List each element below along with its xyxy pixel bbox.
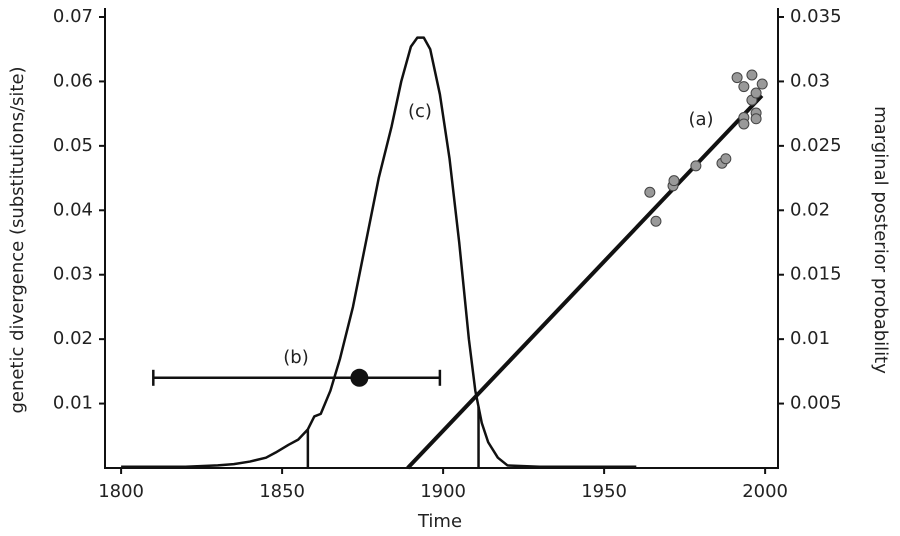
y2-tick-label: 0.01: [790, 328, 830, 349]
y-tick-label: 0.06: [53, 70, 93, 91]
point: [750, 113, 762, 125]
annotation: (c): [408, 101, 432, 122]
point: [738, 81, 750, 93]
regression-line: [406, 94, 764, 470]
y-axis-title: genetic divergence (substitutions/site): [7, 66, 28, 413]
y2-tick-label: 0.025: [790, 135, 842, 156]
x-axis-title: Time: [417, 511, 462, 532]
point: [644, 186, 656, 198]
y-tick-label: 0.02: [53, 328, 93, 349]
point: [650, 215, 662, 227]
estimate-point: [350, 368, 369, 387]
point: [720, 153, 732, 165]
point: [750, 87, 762, 99]
y2-axis-title: marginal posterior probability: [870, 106, 891, 374]
x-tick-label: 1850: [259, 481, 305, 502]
x-tick-label: 1950: [581, 481, 627, 502]
y-tick-label: 0.07: [53, 6, 93, 27]
y-tick-label: 0.04: [53, 199, 93, 220]
x-tick-label: 2000: [742, 481, 788, 502]
point: [668, 175, 680, 187]
annotation: (a): [688, 109, 713, 130]
posterior-line: [121, 36, 637, 468]
x-tick-label: 1800: [98, 481, 144, 502]
annotation: (b): [283, 347, 308, 368]
point: [756, 78, 768, 90]
y2-tick-label: 0.005: [790, 393, 842, 414]
y2-tick-label: 0.03: [790, 70, 830, 91]
y2-tick-label: 0.02: [790, 199, 830, 220]
y-tick-label: 0.05: [53, 135, 93, 156]
y-tick-label: 0.01: [53, 393, 93, 414]
y2-tick-label: 0.015: [790, 264, 842, 285]
y2-tick-label: 0.035: [790, 6, 842, 27]
point: [690, 160, 702, 172]
point: [738, 118, 750, 130]
y-tick-label: 0.03: [53, 264, 93, 285]
point: [731, 72, 743, 84]
point: [746, 69, 758, 81]
x-tick-label: 1900: [420, 481, 466, 502]
